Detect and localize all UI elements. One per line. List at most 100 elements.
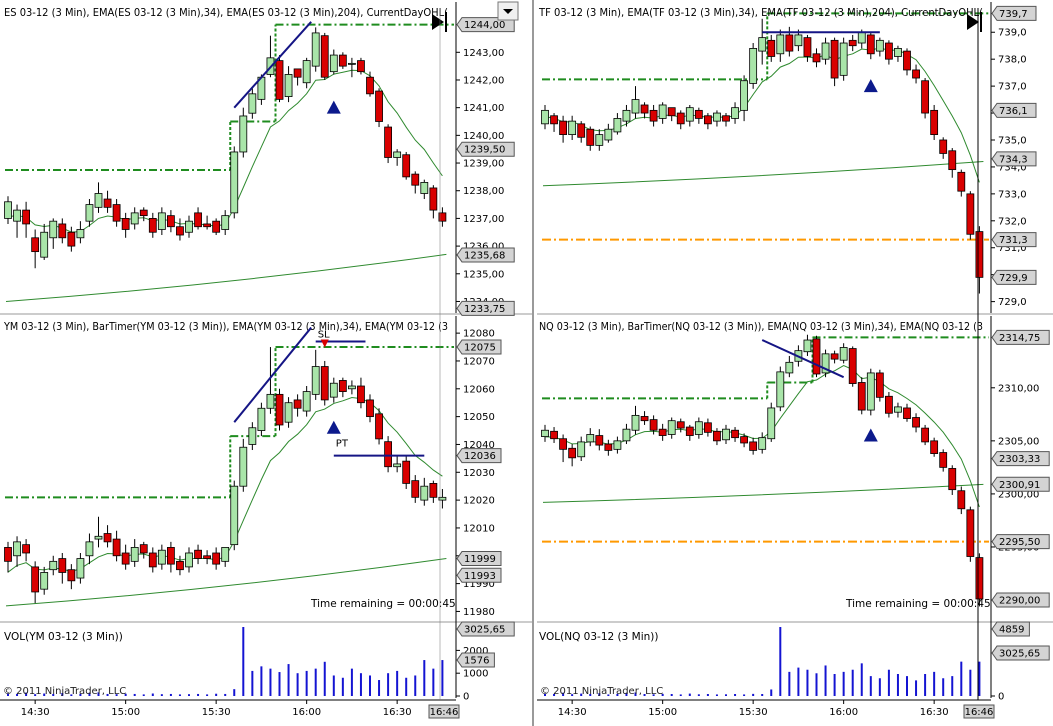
candle-body xyxy=(366,399,374,418)
candle xyxy=(429,185,438,219)
candle-body xyxy=(794,34,803,47)
candle-body xyxy=(139,544,148,554)
candle xyxy=(166,210,175,233)
candle-body xyxy=(230,151,239,214)
candle-body xyxy=(559,120,567,136)
volume-value-tag: 1576 xyxy=(456,652,495,668)
price-tag: 739,7 xyxy=(991,5,1037,21)
candle-body xyxy=(320,35,329,78)
candle xyxy=(31,229,40,269)
candle xyxy=(785,355,794,378)
candle xyxy=(239,107,248,158)
candle xyxy=(767,402,776,442)
price-tick-label: 738,0 xyxy=(998,55,1027,66)
price-tick-label: 733,0 xyxy=(998,189,1027,200)
ema-204-line xyxy=(5,253,447,302)
trend-line[interactable] xyxy=(761,339,845,379)
candle xyxy=(903,403,911,422)
trend-line[interactable] xyxy=(233,21,312,109)
candle xyxy=(31,561,40,604)
candle-body xyxy=(347,385,356,390)
candle-body xyxy=(957,171,966,192)
candle xyxy=(67,226,76,252)
price-tick-label: 12020 xyxy=(463,496,495,507)
price-panel-ym: 12080 12070 12060 12050 12040 12030 12020 12010… xyxy=(3,316,502,623)
candle-body xyxy=(857,31,866,44)
candle xyxy=(568,115,577,140)
candle-body xyxy=(194,549,202,559)
candle-body xyxy=(903,50,911,71)
candle-body xyxy=(420,485,429,501)
candle xyxy=(830,350,839,364)
candle xyxy=(302,57,311,89)
candle-body xyxy=(338,380,347,392)
price-tick-label: 12010 xyxy=(463,523,495,534)
candle-body xyxy=(166,547,175,565)
candle-body xyxy=(438,212,447,222)
candle xyxy=(975,226,984,294)
candle-body xyxy=(185,552,193,568)
candle xyxy=(438,207,447,227)
candle xyxy=(704,113,712,130)
candle xyxy=(740,75,748,122)
candle-body xyxy=(857,382,866,411)
candle xyxy=(586,126,595,151)
chart-dropdown-button[interactable] xyxy=(497,1,519,21)
candle-body xyxy=(49,560,58,571)
buy-triangle-marker xyxy=(326,100,341,114)
price-tag-box xyxy=(991,269,1037,285)
candle-body xyxy=(203,223,212,228)
candle-body xyxy=(22,544,31,554)
panel-title: NQ 03-12 (3 Min), BarTimer(NQ 03-12 (3 M… xyxy=(539,321,983,333)
candle xyxy=(420,477,429,506)
trend-line[interactable] xyxy=(233,326,312,423)
current-time-tag xyxy=(963,704,995,719)
candle xyxy=(275,55,284,103)
candle xyxy=(438,488,447,509)
price-tag-box xyxy=(456,551,502,567)
candle xyxy=(975,553,984,607)
candle xyxy=(248,422,257,451)
candle xyxy=(148,547,157,573)
candle-body xyxy=(248,93,257,114)
current-time-tag xyxy=(428,704,460,719)
price-tag: 11993 xyxy=(456,567,502,583)
candle-body xyxy=(885,42,893,60)
play-marker-icon xyxy=(432,14,444,30)
candle xyxy=(704,418,712,437)
price-tag: 734,3 xyxy=(991,151,1037,167)
candle-body xyxy=(284,74,293,97)
candle xyxy=(903,48,911,76)
price-tag-label: 12075 xyxy=(464,343,496,354)
candle-body xyxy=(121,552,130,565)
price-tag-label: 1239,50 xyxy=(464,145,505,156)
candle xyxy=(375,88,383,128)
candle xyxy=(649,104,658,127)
price-tick-label: 1235,00 xyxy=(463,269,504,280)
candle xyxy=(85,533,94,565)
price-tick-label: 12060 xyxy=(463,384,495,395)
price-tag-box xyxy=(456,567,502,583)
candle-body xyxy=(966,193,975,235)
candle xyxy=(577,436,586,462)
candle-body xyxy=(866,372,875,411)
candle-body xyxy=(420,182,429,194)
candle-body xyxy=(848,39,857,47)
candle-body xyxy=(429,483,438,498)
candle xyxy=(921,424,929,446)
candle xyxy=(22,201,31,238)
price-tag-box xyxy=(456,17,515,33)
candle-body xyxy=(704,115,712,125)
candle xyxy=(13,204,21,238)
chevron-down-icon xyxy=(503,9,513,14)
candle xyxy=(694,417,703,439)
candle xyxy=(139,541,148,559)
candle-body xyxy=(112,204,121,222)
price-tick-label: 1243,00 xyxy=(463,48,504,59)
price-tag: 12075 xyxy=(456,339,502,355)
price-tag-label: 731,3 xyxy=(999,235,1028,246)
candle xyxy=(284,397,293,428)
candle xyxy=(559,434,567,463)
candle-body xyxy=(4,201,12,219)
price-tag-label: 12036 xyxy=(464,451,496,462)
